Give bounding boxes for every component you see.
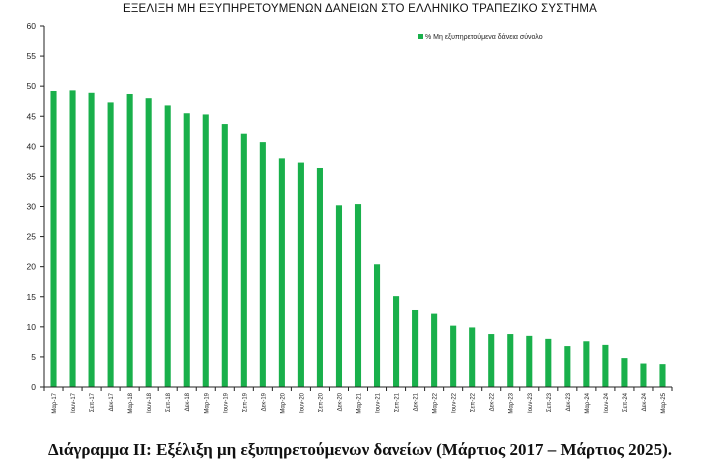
y-tick-label: 15	[27, 292, 37, 302]
x-tick-label: Ιουν-18	[147, 392, 153, 413]
bar	[412, 309, 419, 387]
x-tick-label: Μαρ-20	[280, 392, 286, 413]
x-tick-label: Δεκ-19	[261, 392, 267, 411]
bar	[88, 92, 95, 387]
y-tick-label: 10	[27, 322, 37, 332]
y-tick-label: 5	[31, 352, 36, 362]
x-tick-label: Δεκ-22	[490, 392, 496, 411]
bar	[354, 204, 362, 387]
x-tick-label: Μαρ-19	[204, 392, 210, 413]
legend-swatch	[418, 34, 423, 39]
x-tick-label: Δεκ-20	[337, 392, 343, 411]
bar	[259, 142, 266, 387]
y-tick-label: 45	[27, 111, 37, 121]
x-tick-label: Ιουν-17	[71, 392, 77, 413]
bar	[488, 334, 495, 387]
figure-caption: Διάγραμμα ΙΙ: Εξέλιξη μη εξυπηρετούμενων…	[47, 440, 673, 459]
bar	[278, 158, 285, 387]
y-tick-label: 50	[27, 81, 37, 91]
x-tick-label: Σεπ-21	[395, 392, 401, 412]
x-tick-label: Σεπ-19	[242, 392, 248, 412]
bar	[469, 327, 476, 387]
bar	[240, 133, 247, 387]
x-tick-label: Ιουν-22	[452, 392, 458, 413]
x-axis: Μαρ-17 Ιουν-17 Σεπ-17 Δεκ-17 Μαρ-18 Ιουν-18 Σε…	[43, 386, 673, 414]
x-tick-label: Σεπ-17	[90, 392, 96, 412]
x-tick-label: Μαρ-24	[585, 392, 591, 413]
y-tick-label: 40	[27, 141, 37, 151]
x-tick-label: Σεπ-22	[471, 392, 477, 412]
x-tick-label: Μαρ-22	[433, 392, 439, 413]
bar	[640, 363, 647, 387]
y-tick-label: 20	[27, 262, 37, 272]
bar	[126, 93, 133, 388]
legend: % Μη εξυπηρετούμενα δάνεια σύνολο	[418, 33, 543, 41]
x-tick-label: Ιουν-24	[604, 392, 610, 413]
bar	[507, 334, 514, 387]
x-tick-label: Μαρ-25	[661, 392, 667, 413]
y-tick-label: 60	[27, 21, 37, 31]
bar	[602, 344, 609, 387]
bar	[621, 358, 628, 387]
x-tick-label: Δεκ-23	[566, 392, 572, 411]
bar	[297, 162, 304, 387]
chart-title: ΕΞΕΛΙΞΗ ΜΗ ΕΞΥΠΗΡΕΤΟΥΜΕΝΩΝ ΔΑΝΕΙΩΝ ΣΤΟ Ε…	[123, 3, 597, 15]
bar	[164, 105, 171, 388]
y-tick-label: 35	[27, 171, 37, 181]
x-tick-label: Σεπ-24	[623, 392, 629, 412]
bar	[393, 296, 400, 387]
legend-label: % Μη εξυπηρετούμενα δάνεια σύνολο	[425, 33, 543, 41]
x-tick-label: Μαρ-21	[357, 392, 363, 413]
bar	[145, 98, 152, 387]
bar	[526, 335, 533, 387]
x-tick-label: Δεκ-18	[185, 392, 191, 411]
y-tick-label: 25	[27, 232, 37, 242]
bar	[583, 341, 590, 387]
x-tick-label: Δεκ-17	[109, 392, 115, 411]
x-tick-label: Μαρ-17	[52, 392, 58, 413]
y-tick-label: 0	[31, 382, 36, 392]
x-tick-label: Μαρ-23	[509, 392, 515, 413]
bar	[69, 90, 76, 387]
x-tick-label: Δεκ-21	[414, 392, 420, 411]
x-tick-label: Ιουν-19	[223, 392, 229, 413]
bars	[50, 90, 666, 388]
bar	[659, 364, 666, 387]
bar	[545, 338, 552, 387]
bar	[335, 205, 343, 387]
y-tick-label: 55	[27, 51, 37, 61]
bar	[564, 346, 571, 387]
x-tick-label: Ιουν-21	[376, 392, 382, 413]
x-tick-label: Δεκ-24	[642, 392, 648, 411]
y-axis: 0 5 10 15 20 25 30 35 40 45 50 55 60	[27, 21, 45, 392]
x-tick-label: Μαρ-18	[128, 392, 134, 413]
bar	[202, 114, 209, 387]
x-tick-label: Σεπ-23	[547, 392, 553, 412]
x-tick-label: Σεπ-18	[166, 392, 172, 412]
bar	[221, 124, 228, 387]
bar	[50, 90, 57, 387]
x-tick-label: Ιουν-23	[528, 392, 534, 413]
bar	[183, 113, 190, 388]
bar	[107, 102, 114, 387]
bar	[316, 167, 323, 387]
bar	[450, 325, 457, 387]
x-tick-label: Ιουν-20	[299, 392, 305, 413]
y-tick-label: 30	[27, 202, 37, 212]
bar	[431, 313, 438, 387]
x-tick-label: Σεπ-20	[318, 392, 324, 412]
bar	[373, 264, 381, 387]
